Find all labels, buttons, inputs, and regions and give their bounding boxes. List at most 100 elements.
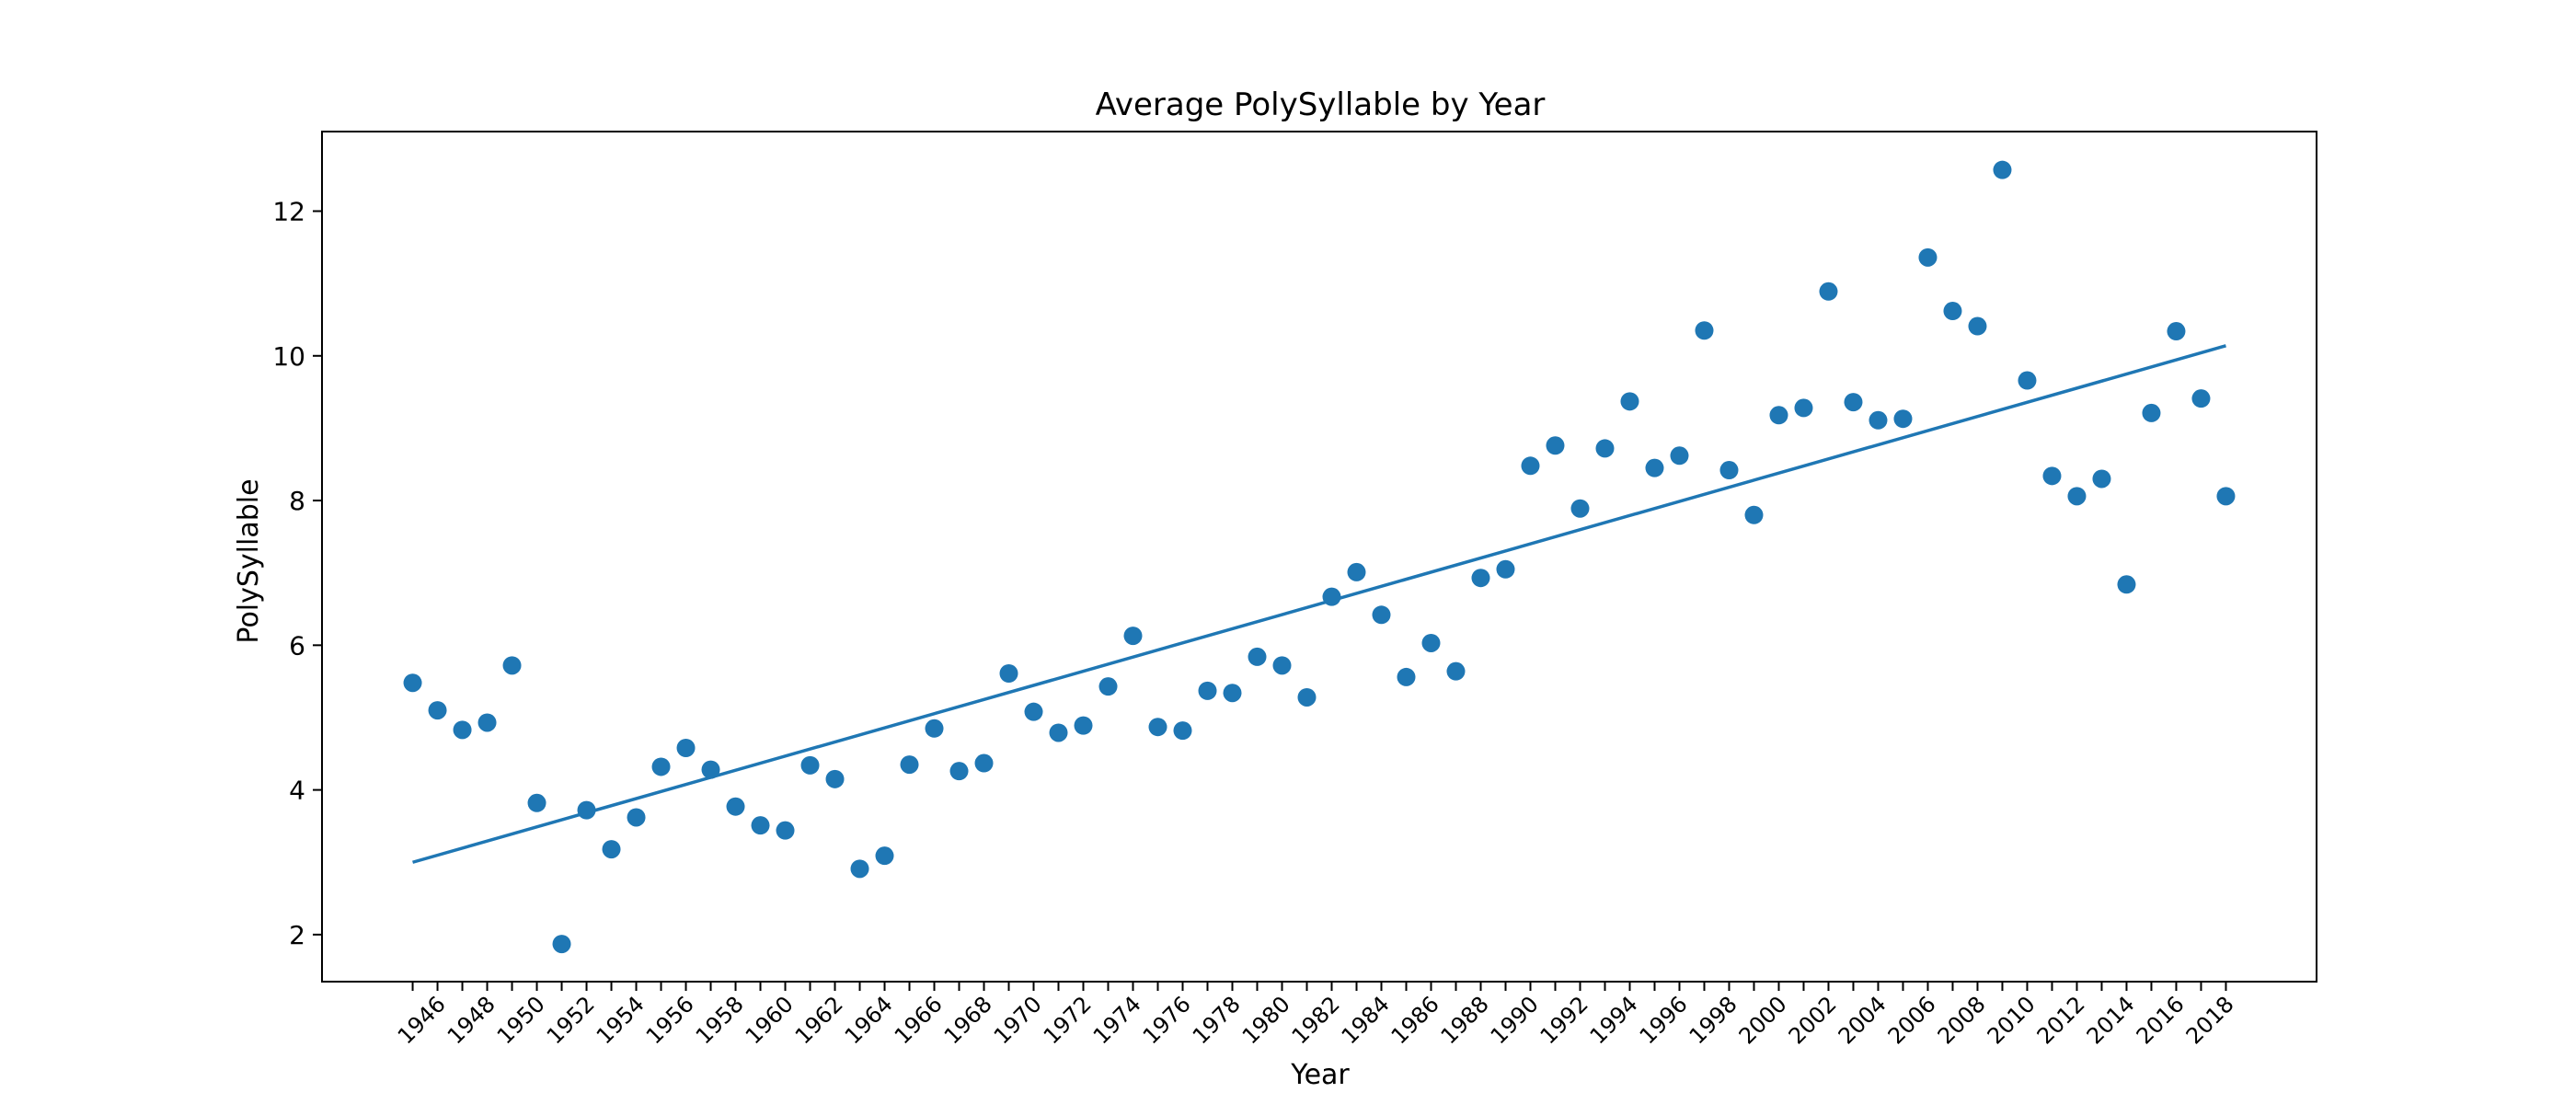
data-point bbox=[1446, 661, 1466, 681]
data-point bbox=[825, 769, 845, 788]
data-point bbox=[2067, 487, 2087, 506]
data-point bbox=[477, 713, 497, 732]
data-point bbox=[776, 821, 795, 840]
data-point bbox=[1148, 718, 1167, 737]
data-point bbox=[428, 701, 447, 720]
x-tick-label: 2014 bbox=[2082, 991, 2140, 1049]
data-point bbox=[974, 753, 994, 773]
y-tick-label: 2 bbox=[289, 920, 305, 950]
x-tick-label: 2018 bbox=[2181, 991, 2239, 1049]
x-tick-label: 1962 bbox=[790, 991, 848, 1049]
data-point bbox=[1794, 398, 1813, 418]
x-tick-label: 1986 bbox=[1386, 991, 1444, 1049]
x-tick-label: 2012 bbox=[2032, 991, 2090, 1049]
x-tick-label: 1966 bbox=[890, 991, 948, 1049]
x-tick-label: 1980 bbox=[1237, 991, 1295, 1049]
x-tick-label: 1974 bbox=[1088, 991, 1146, 1049]
data-point bbox=[1645, 458, 1664, 477]
data-point bbox=[1372, 605, 1391, 625]
data-point bbox=[1049, 723, 1068, 742]
x-axis-label: Year bbox=[1290, 1059, 1350, 1091]
data-point bbox=[1993, 160, 2012, 179]
data-point bbox=[1744, 505, 1764, 524]
data-point bbox=[1844, 393, 1863, 412]
data-point bbox=[1719, 461, 1739, 480]
data-point bbox=[1546, 436, 1565, 455]
data-point bbox=[1570, 499, 1590, 518]
data-point bbox=[1347, 562, 1366, 581]
plot-frame bbox=[321, 131, 2317, 983]
data-point bbox=[1198, 681, 1217, 700]
data-point bbox=[453, 720, 472, 740]
data-point bbox=[999, 664, 1018, 684]
x-tick-label: 2016 bbox=[2132, 991, 2190, 1049]
data-point bbox=[850, 859, 869, 879]
x-tick-label: 2004 bbox=[1834, 991, 1892, 1049]
x-tick-label: 1976 bbox=[1138, 991, 1196, 1049]
data-point bbox=[1496, 559, 1515, 579]
x-tick-label: 1950 bbox=[492, 991, 550, 1049]
data-point bbox=[2191, 389, 2211, 408]
data-point bbox=[403, 673, 422, 693]
x-tick-label: 1996 bbox=[1635, 991, 1693, 1049]
x-tick-label: 1958 bbox=[691, 991, 749, 1049]
data-point bbox=[651, 757, 671, 776]
data-point bbox=[1421, 633, 1441, 652]
x-tick-label: 1964 bbox=[840, 991, 898, 1049]
data-point bbox=[1173, 721, 1192, 741]
data-point bbox=[1123, 627, 1143, 646]
chart-title: Average PolySyllable by Year bbox=[1096, 86, 1546, 123]
x-tick-label: 1988 bbox=[1436, 991, 1494, 1049]
x-tick-label: 1952 bbox=[542, 991, 600, 1049]
y-tick-label: 8 bbox=[289, 486, 305, 516]
data-point bbox=[726, 797, 745, 816]
data-point bbox=[1968, 316, 1987, 336]
data-point bbox=[1769, 406, 1788, 425]
y-tick-label: 10 bbox=[272, 341, 305, 372]
x-tick-label: 1990 bbox=[1486, 991, 1544, 1049]
data-point bbox=[925, 719, 944, 738]
trend-line bbox=[412, 344, 2226, 864]
y-axis-label: PolySyllable bbox=[233, 478, 265, 643]
data-point bbox=[1819, 282, 1838, 301]
data-point bbox=[1620, 392, 1639, 411]
data-point bbox=[1918, 247, 1938, 267]
data-point bbox=[1595, 439, 1615, 458]
x-axis: 1946194819501952195419561958196019621964… bbox=[393, 982, 2239, 1049]
data-point bbox=[1297, 687, 1317, 707]
x-tick-label: 2008 bbox=[1933, 991, 1991, 1049]
x-tick-label: 1970 bbox=[989, 991, 1047, 1049]
data-point bbox=[527, 793, 546, 812]
y-tick-label: 12 bbox=[272, 197, 305, 227]
x-tick-label: 1972 bbox=[1039, 991, 1097, 1049]
data-point bbox=[701, 760, 720, 779]
x-tick-label: 1968 bbox=[939, 991, 997, 1049]
data-point bbox=[1248, 647, 1267, 666]
x-tick-label: 1960 bbox=[741, 991, 799, 1049]
data-point bbox=[1074, 716, 1093, 735]
data-point bbox=[800, 755, 820, 775]
data-point bbox=[1521, 456, 1540, 476]
x-tick-label: 1946 bbox=[393, 991, 451, 1049]
x-tick-label: 1956 bbox=[641, 991, 699, 1049]
data-point bbox=[2042, 466, 2062, 486]
data-point bbox=[949, 762, 969, 781]
data-point bbox=[1098, 677, 1118, 696]
data-point bbox=[676, 738, 696, 757]
data-point bbox=[1024, 702, 1043, 721]
data-point bbox=[1223, 684, 1242, 703]
data-point bbox=[1893, 409, 1913, 429]
data-point bbox=[1471, 569, 1490, 588]
x-tick-label: 2000 bbox=[1734, 991, 1792, 1049]
data-point bbox=[577, 800, 596, 820]
data-point bbox=[1869, 410, 1888, 430]
data-point bbox=[1322, 587, 1341, 606]
x-tick-label: 1948 bbox=[443, 991, 500, 1049]
y-axis: 2 4 6 8 10 12 bbox=[272, 197, 322, 950]
x-tick-label: 1984 bbox=[1337, 991, 1395, 1049]
data-point bbox=[502, 656, 522, 675]
data-point bbox=[875, 846, 894, 866]
data-point bbox=[552, 935, 571, 954]
x-tick-label: 2006 bbox=[1883, 991, 1941, 1049]
